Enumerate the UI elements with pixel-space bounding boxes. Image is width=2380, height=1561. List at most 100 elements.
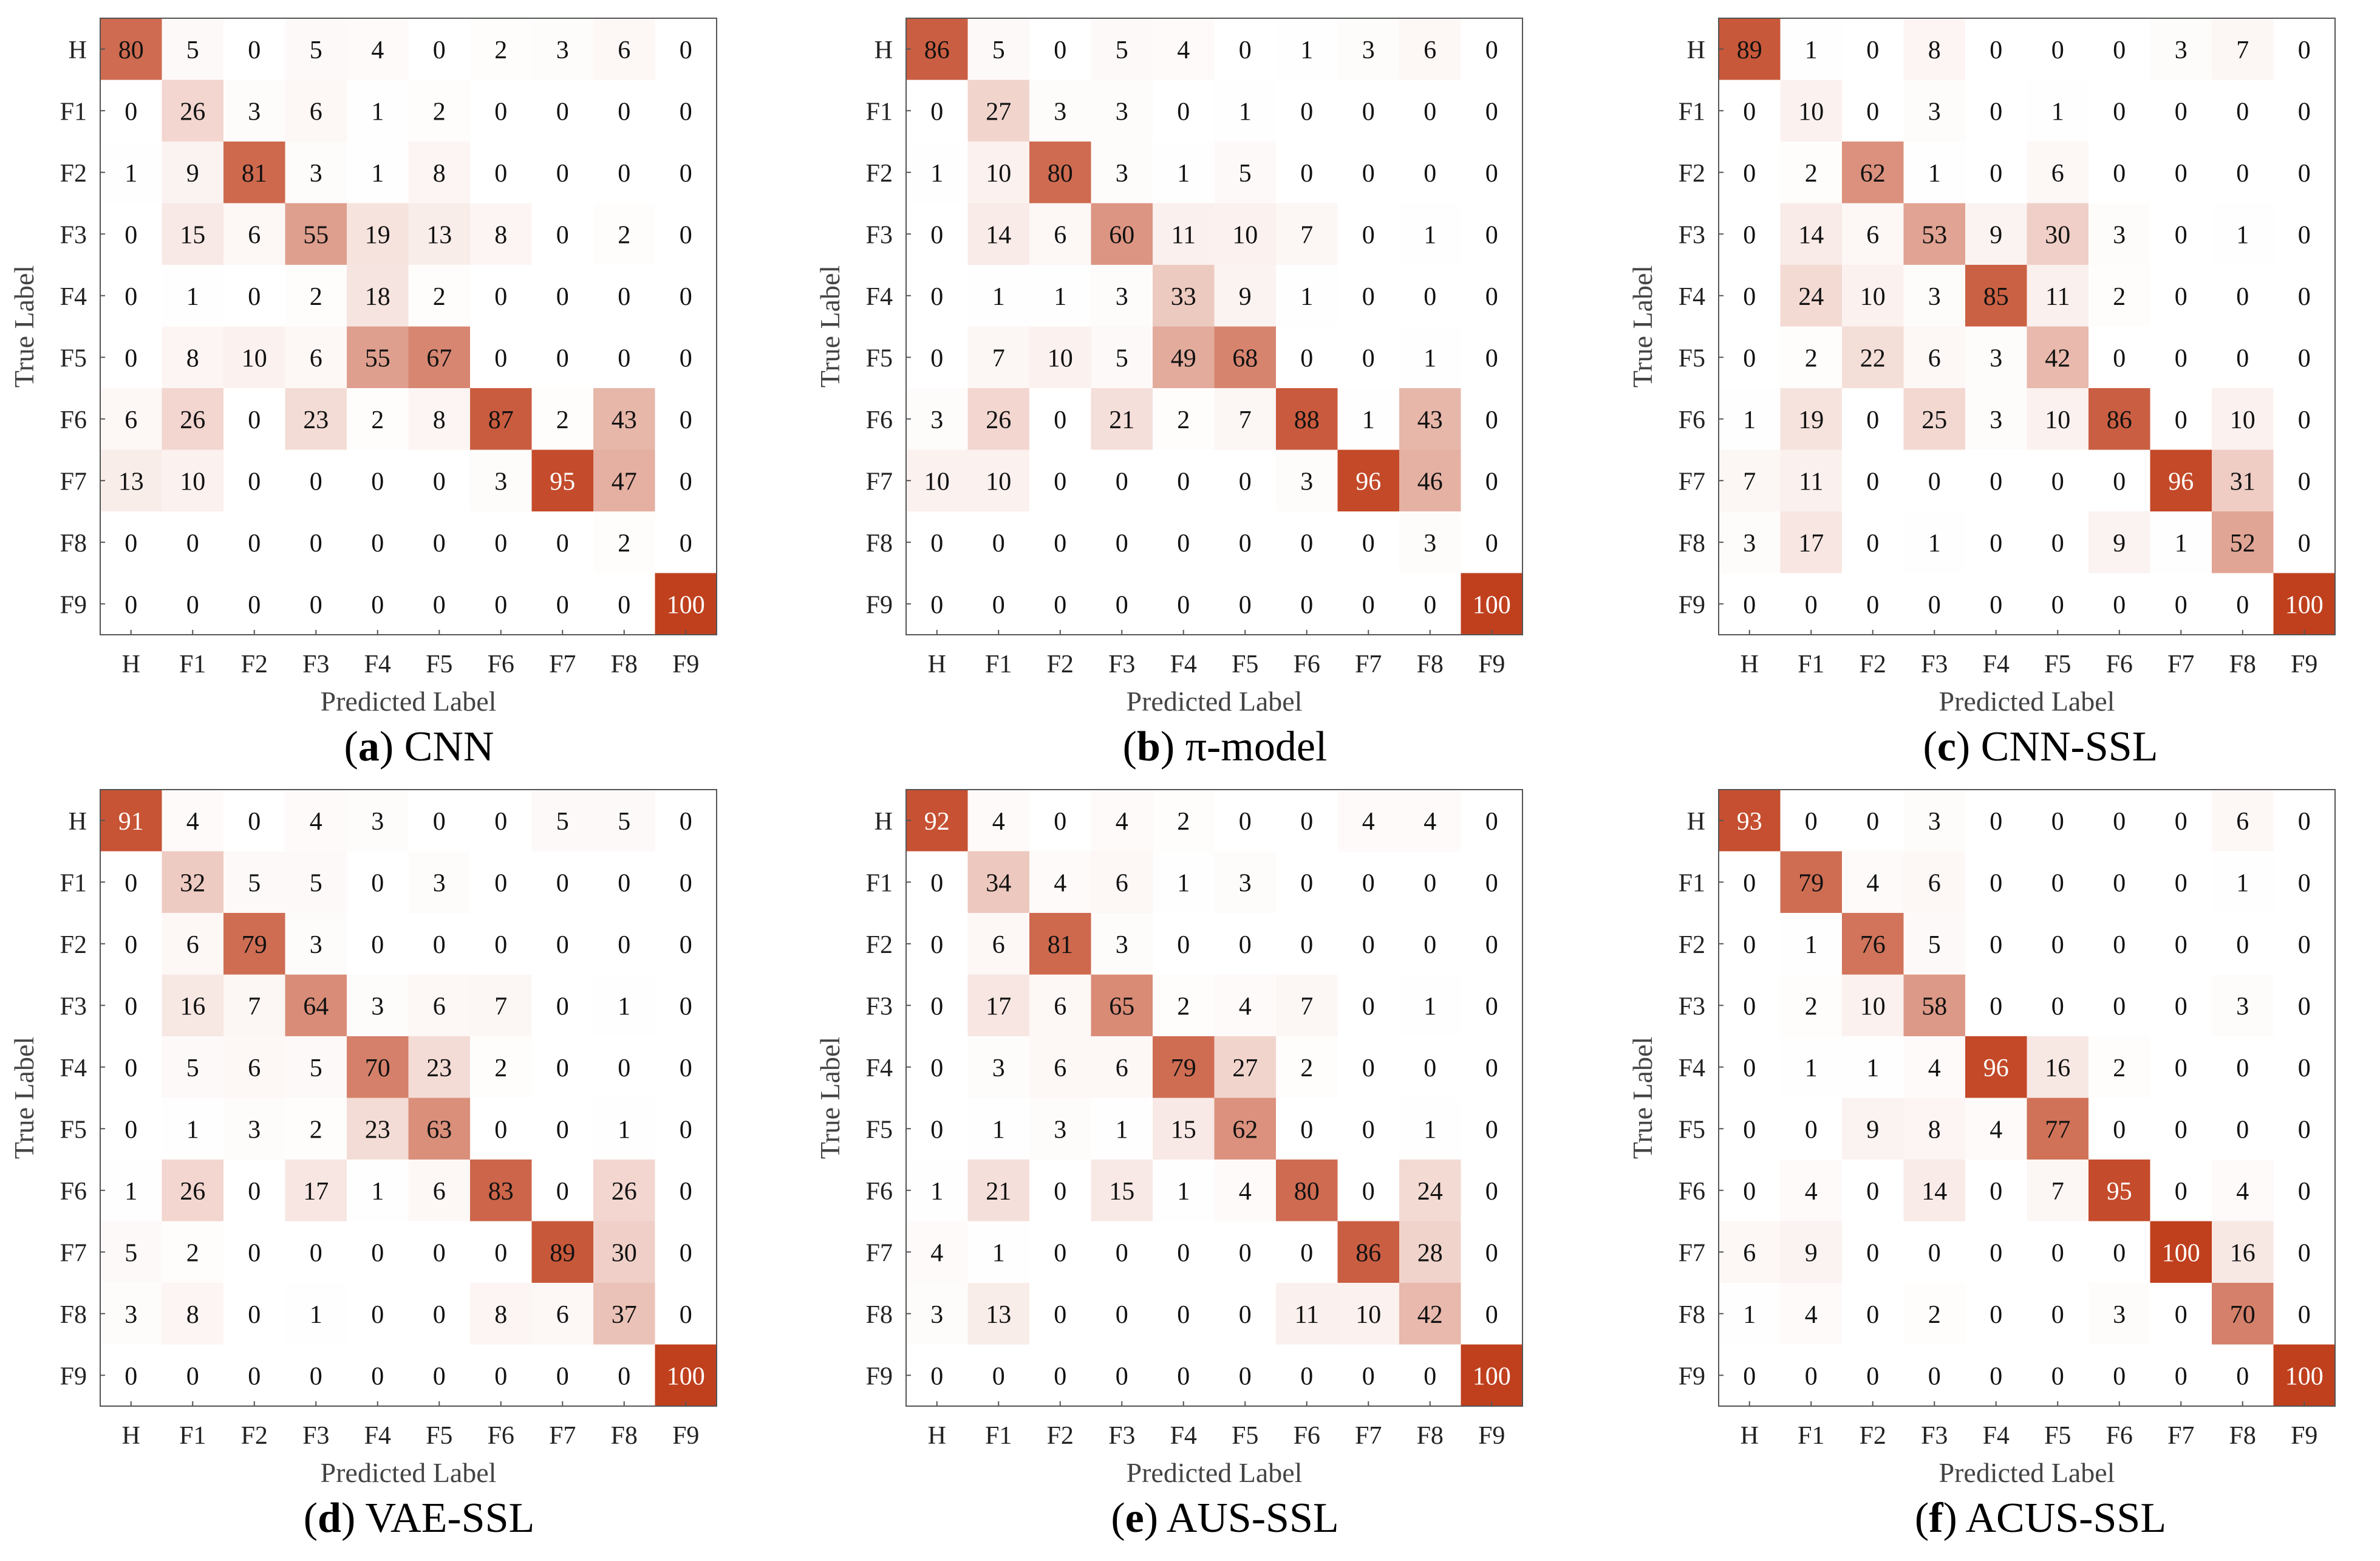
heatmap-b: 86 5 0 5 4 0 1 3 6 00 27 3 3 0 1 0 0 0 01 10 80 3 1 5 0 0 0 00 14 6 60… <box>814 18 1523 717</box>
heatmap-cell <box>1153 1221 1215 1283</box>
cell-value: 0 <box>556 1178 569 1206</box>
cell-value: 11 <box>1295 1301 1319 1329</box>
cell-value: 0 <box>1054 808 1066 836</box>
cell-value: 2 <box>433 98 446 126</box>
heatmap-cell <box>162 1344 224 1407</box>
cell-value: 0 <box>556 1116 569 1144</box>
cell-value: 0 <box>1362 344 1375 372</box>
heatmap-cell <box>408 851 471 914</box>
cell-value: 7 <box>1743 468 1756 496</box>
cell-value: 33 <box>1171 283 1196 311</box>
cell-value: 0 <box>494 1239 507 1267</box>
heatmap-cell <box>531 1160 594 1221</box>
cell-value: 0 <box>680 931 692 959</box>
cell-value: 100 <box>2285 591 2324 619</box>
heatmap-cell <box>1461 974 1523 1037</box>
cell-value: 6 <box>2236 808 2249 836</box>
heatmap-cell <box>1903 388 1966 450</box>
cell-value: 0 <box>618 98 630 126</box>
heatmap-cell <box>1842 851 1904 914</box>
cell-value: 0 <box>494 344 507 372</box>
cell-value: 0 <box>2298 1054 2311 1082</box>
cell-value: 6 <box>618 36 630 64</box>
cell-value: 0 <box>1362 931 1375 959</box>
cell-value: 0 <box>248 36 261 64</box>
heatmap-cell <box>1399 449 1461 512</box>
cell-value: 0 <box>1485 160 1498 188</box>
cell-value: 0 <box>371 1239 384 1267</box>
y-tick-label: F7 <box>1679 468 1705 496</box>
heatmap-cell <box>2273 974 2336 1037</box>
cell-value: 5 <box>618 808 630 836</box>
cell-value: 0 <box>124 591 137 619</box>
heatmap-cell <box>531 573 594 635</box>
heatmap-cell <box>1153 1344 1215 1407</box>
cell-value: 1 <box>371 98 384 126</box>
x-tick-label: F3 <box>1108 651 1135 678</box>
heatmap-cell <box>1029 1344 1091 1407</box>
heatmap-cell <box>1965 790 2027 852</box>
heatmap-cell <box>223 388 285 450</box>
cell-value: 0 <box>1054 591 1066 619</box>
heatmap-cell <box>1965 142 2027 203</box>
heatmap-cell <box>2273 790 2336 852</box>
cell-value: 0 <box>433 1362 446 1390</box>
x-axis-label: Predicted Label <box>1127 1457 1303 1488</box>
cell-value: 0 <box>1743 344 1756 372</box>
cell-value: 3 <box>2175 36 2187 64</box>
heatmap-cell <box>285 790 347 852</box>
heatmap-cell <box>1842 1036 1904 1098</box>
heatmap-cell <box>1029 851 1091 914</box>
heatmap-cell <box>162 573 224 635</box>
cell-value: 6 <box>992 931 1005 959</box>
x-axis-label: Predicted Label <box>1939 1457 2115 1488</box>
heatmap-cell <box>967 573 1030 635</box>
cell-value: 0 <box>618 869 630 897</box>
heatmap-cell <box>2273 1344 2336 1407</box>
cell-value: 0 <box>1866 98 1879 126</box>
cell-value: 43 <box>612 406 637 434</box>
cell-value: 0 <box>494 283 507 311</box>
cell-value: 0 <box>124 283 137 311</box>
heatmap-cell <box>1719 326 1781 389</box>
cell-value: 0 <box>1177 530 1190 558</box>
cell-value: 0 <box>2298 869 2311 897</box>
heatmap-cell <box>1214 203 1277 265</box>
heatmap-cell <box>408 974 471 1037</box>
heatmap-cell <box>470 142 532 203</box>
cell-value: 8 <box>494 221 507 249</box>
cell-value: 1 <box>1177 1178 1190 1206</box>
heatmap-cell <box>2212 1344 2274 1407</box>
cell-value: 0 <box>618 344 630 372</box>
heatmap-cell <box>531 18 594 80</box>
heatmap-cell <box>1842 449 1904 512</box>
heatmap-cell <box>2088 511 2150 573</box>
heatmap-cell <box>100 1221 162 1283</box>
cell-value: 0 <box>2051 468 2064 496</box>
cell-value: 0 <box>680 1054 692 1082</box>
cell-value: 4 <box>1116 808 1128 836</box>
cell-value: 0 <box>680 808 692 836</box>
cell-value: 4 <box>1177 36 1190 64</box>
heatmap-cell <box>1029 203 1091 265</box>
cell-value: 0 <box>1866 1178 1879 1206</box>
cell-value: 0 <box>680 283 692 311</box>
cell-value: 0 <box>2298 1301 2311 1329</box>
cell-value: 0 <box>1485 1054 1498 1082</box>
cell-value: 0 <box>680 468 692 496</box>
heatmap-cell <box>1029 573 1091 635</box>
heatmap-cell <box>1214 265 1277 327</box>
cell-value: 43 <box>1417 406 1443 434</box>
cell-value: 6 <box>556 1301 569 1329</box>
y-tick-label: F9 <box>60 591 87 619</box>
cell-value: 1 <box>186 283 199 311</box>
cell-value: 3 <box>1928 283 1941 311</box>
cell-value: 3 <box>494 468 507 496</box>
cell-value: 3 <box>1362 36 1375 64</box>
caption-title: CNN <box>404 723 494 770</box>
heatmap-cell <box>1461 1098 1523 1160</box>
cell-value: 10 <box>924 468 950 496</box>
x-tick-label: F3 <box>302 651 329 678</box>
y-tick-label: F2 <box>60 160 87 188</box>
cell-value: 5 <box>556 808 569 836</box>
